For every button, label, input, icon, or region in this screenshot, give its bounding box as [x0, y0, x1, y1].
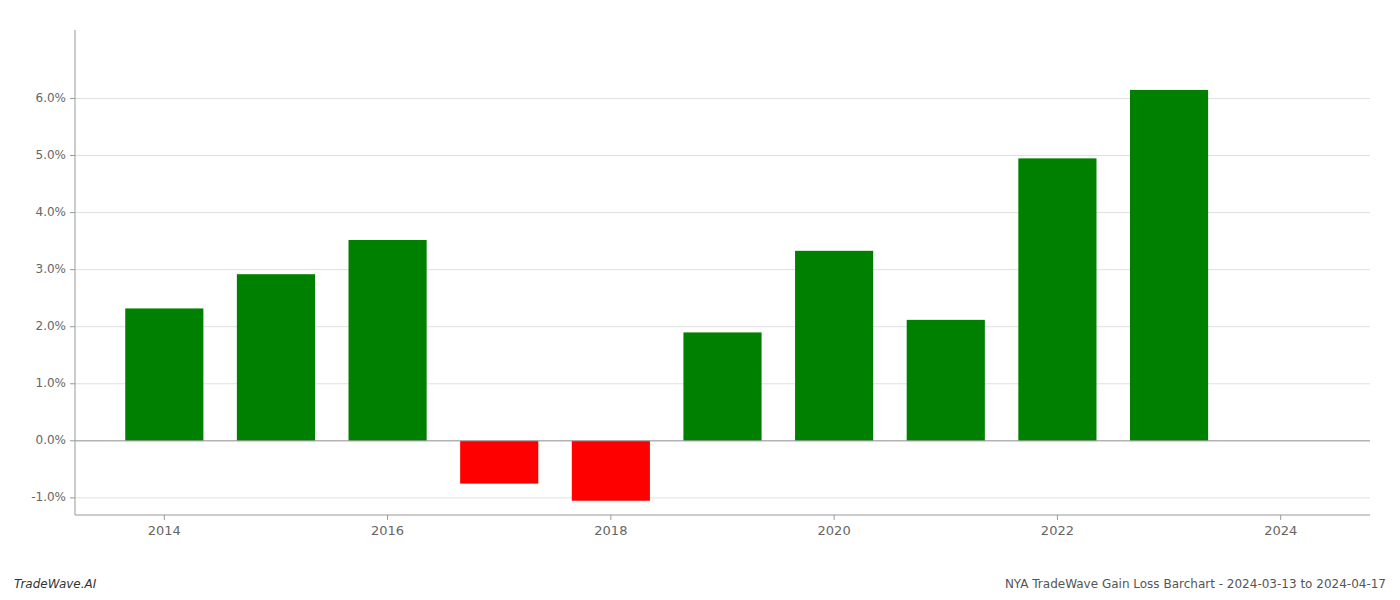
bar: [907, 320, 985, 441]
y-tick: [70, 326, 75, 327]
x-tick-label: 2014: [148, 523, 181, 538]
x-tick-label: 2022: [1041, 523, 1074, 538]
y-tick-label: -1.0%: [31, 490, 66, 504]
y-tick: [70, 155, 75, 156]
footer-right: NYA TradeWave Gain Loss Barchart - 2024-…: [1005, 577, 1386, 591]
x-tick: [834, 515, 835, 520]
y-tick-label: 5.0%: [36, 148, 67, 162]
grid-line: [75, 497, 1370, 498]
y-tick-label: 6.0%: [36, 91, 67, 105]
bars: [125, 90, 1208, 501]
y-tick: [70, 98, 75, 99]
y-tick: [70, 497, 75, 498]
bar: [795, 251, 873, 441]
x-tick-label: 2024: [1264, 523, 1297, 538]
y-tick-label: 4.0%: [36, 205, 67, 219]
bar: [349, 240, 427, 441]
bar: [237, 274, 315, 441]
bar: [125, 308, 203, 440]
bar: [572, 441, 650, 501]
x-tick-label: 2018: [594, 523, 627, 538]
bar: [1018, 158, 1096, 440]
y-tick-label: 1.0%: [36, 376, 67, 390]
x-tick: [610, 515, 611, 520]
grid-line: [75, 440, 1370, 441]
axes: -1.0% 0.0% 1.0% 2.0% 3.0% 4.0% 5.0% 6.0% 2014 201…: [31, 30, 1370, 538]
footer-left: TradeWave.AI: [14, 577, 97, 591]
x-tick: [164, 515, 165, 520]
chart: -1.0% 0.0% 1.0% 2.0% 3.0% 4.0% 5.0% 6.0% 2014 201…: [0, 0, 1400, 600]
y-tick: [70, 269, 75, 270]
bar: [683, 332, 761, 440]
y-tick: [70, 212, 75, 213]
x-tick-label: 2020: [818, 523, 851, 538]
bar: [1130, 90, 1208, 441]
x-tick-label: 2016: [371, 523, 404, 538]
bar: [460, 441, 538, 484]
x-axis-line: [75, 515, 1370, 516]
zero-line: [75, 440, 1370, 441]
y-tick: [70, 440, 75, 441]
x-tick: [387, 515, 388, 520]
y-tick-label: 0.0%: [36, 433, 67, 447]
y-tick: [70, 383, 75, 384]
y-tick-label: 3.0%: [36, 262, 67, 276]
x-tick: [1057, 515, 1058, 520]
y-tick-label: 2.0%: [36, 319, 67, 333]
y-axis-line: [75, 30, 76, 515]
x-tick: [1280, 515, 1281, 520]
